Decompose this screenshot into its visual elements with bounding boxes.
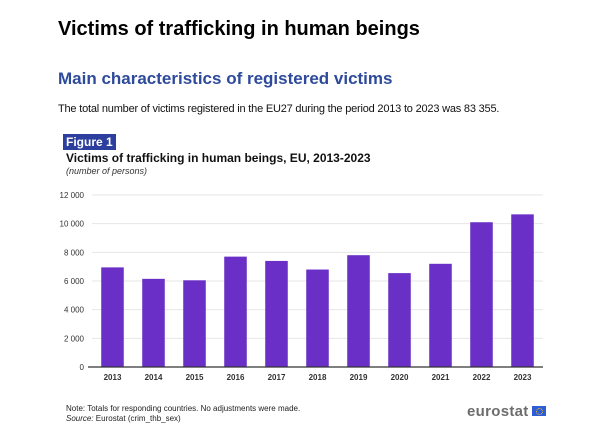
- bar-2019: [347, 255, 370, 367]
- chart-unit: (number of persons): [66, 166, 148, 176]
- y-tick-label: 4 000: [64, 306, 85, 315]
- bar-2018: [306, 269, 329, 367]
- x-tick-label: 2023: [514, 373, 532, 382]
- bar-2016: [224, 256, 247, 367]
- y-tick-label: 6 000: [64, 277, 85, 286]
- eurostat-logo: eurostat: [467, 403, 529, 420]
- bar-2021: [429, 263, 452, 367]
- x-tick-label: 2014: [145, 373, 163, 382]
- y-tick-label: 2 000: [64, 334, 85, 343]
- bar-2020: [388, 273, 411, 367]
- bar-2015: [183, 280, 206, 367]
- figure-badge: Figure 1: [63, 134, 116, 150]
- chart-title: Victims of trafficking in human beings, …: [66, 151, 371, 165]
- x-tick-label: 2020: [391, 373, 409, 382]
- page-title: Victims of trafficking in human beings: [58, 18, 420, 40]
- x-tick-label: 2018: [309, 373, 327, 382]
- bar-2017: [265, 260, 288, 367]
- y-tick-label: 0: [80, 363, 85, 372]
- x-tick-label: 2016: [227, 373, 245, 382]
- x-tick-label: 2015: [186, 373, 204, 382]
- x-tick-label: 2022: [473, 373, 491, 382]
- chart-source: Source: Eurostat (crim_thb_sex): [66, 414, 181, 423]
- x-tick-label: 2019: [350, 373, 368, 382]
- source-text: Eurostat (crim_thb_sex): [93, 414, 181, 423]
- source-label: Source:: [66, 414, 94, 423]
- bar-2022: [470, 222, 493, 367]
- y-tick-label: 10 000: [60, 220, 85, 229]
- chart-note: Note: Totals for responding countries. N…: [66, 404, 301, 413]
- x-tick-label: 2017: [268, 373, 286, 382]
- section-title: Main characteristics of registered victi…: [58, 69, 393, 88]
- bar-2013: [101, 267, 124, 367]
- bar-2014: [142, 278, 165, 367]
- bar-2023: [511, 214, 534, 367]
- x-tick-label: 2021: [432, 373, 450, 382]
- eu-flag-icon: [532, 406, 546, 416]
- y-tick-label: 12 000: [60, 191, 85, 200]
- x-tick-label: 2013: [104, 373, 122, 382]
- y-tick-label: 8 000: [64, 248, 85, 257]
- intro-text: The total number of victims registered i…: [58, 103, 500, 115]
